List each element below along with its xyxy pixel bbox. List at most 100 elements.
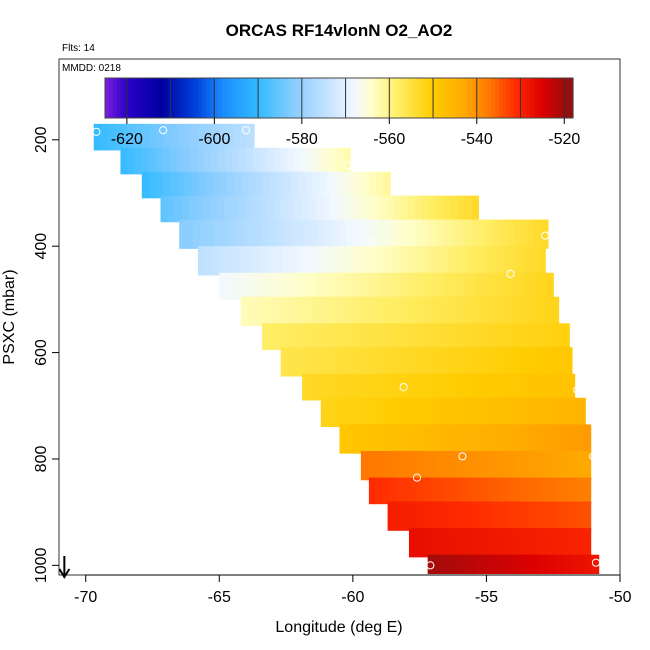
heat-cell-row13	[458, 451, 466, 480]
heat-cell-row6	[219, 273, 227, 300]
colorbar-segment	[335, 78, 340, 118]
colorbar-segment	[499, 78, 504, 118]
heat-cell-row12	[388, 424, 396, 453]
heat-cell-row12	[465, 424, 473, 453]
colorbar-segment	[534, 78, 539, 118]
heat-cell-row5	[427, 246, 435, 275]
heat-cell-row9	[308, 347, 316, 376]
heat-cell-row10	[533, 374, 541, 401]
heat-cell-row2	[376, 172, 384, 199]
heat-cell-row5	[219, 246, 227, 275]
heat-cell-row3	[288, 196, 296, 223]
heat-cell-row5	[469, 246, 477, 275]
heat-cell-row11	[488, 398, 496, 427]
heat-cell-row12	[542, 424, 550, 453]
heat-cell-row7	[523, 297, 531, 326]
heat-cell-row5	[281, 246, 289, 275]
heat-cell-row17	[527, 555, 535, 574]
heat-cell-row5	[358, 246, 366, 275]
heat-cell-row4	[437, 220, 445, 249]
heat-cell-row11	[335, 398, 343, 427]
heat-cell-row6	[393, 273, 401, 300]
colorbar-segment	[261, 78, 266, 118]
heat-cell-row16	[458, 528, 466, 557]
heat-cell-row13	[563, 451, 571, 480]
heat-cell-row11	[404, 398, 412, 427]
heat-cell-row3	[408, 196, 416, 223]
heat-cell-row7	[453, 297, 461, 326]
heat-cell-row8	[283, 323, 291, 350]
heat-cell-row5	[483, 246, 491, 275]
heat-cell-row4	[464, 220, 472, 249]
heat-cell-row11	[356, 398, 364, 427]
heat-cell-row3	[281, 196, 289, 223]
heat-cell-row7	[410, 297, 418, 326]
heat-cell-row2	[333, 172, 341, 199]
colorbar-segment	[515, 78, 520, 118]
heat-cell-row5	[337, 246, 345, 275]
heat-cell-row4	[513, 220, 521, 249]
heat-cell-row17	[449, 555, 457, 574]
heat-cell-row3	[203, 196, 211, 223]
heat-cell-row6	[518, 273, 526, 300]
heat-cell-row10	[470, 374, 478, 401]
heat-cell-row14	[577, 478, 585, 505]
y-tick-label: 1000	[33, 547, 50, 583]
heat-cell-row14	[494, 478, 502, 505]
heat-cell-row1	[288, 148, 296, 175]
colorbar-segment	[378, 78, 383, 118]
heat-cell-row15	[563, 502, 571, 531]
heat-cell-row8	[541, 323, 549, 350]
heat-cell-row10	[547, 374, 555, 401]
heat-cell-row5	[247, 246, 255, 275]
heat-cell-row2	[383, 172, 391, 199]
heat-cell-row0	[233, 124, 241, 151]
heat-cell-row11	[557, 398, 565, 427]
heat-cell-row11	[446, 398, 454, 427]
heat-cell-row11	[425, 398, 433, 427]
heat-cell-row13	[472, 451, 480, 480]
heat-cell-row12	[563, 424, 571, 453]
colorbar-segment	[136, 78, 141, 118]
heat-cell-row4	[346, 220, 354, 249]
colorbar-segment	[253, 78, 258, 118]
heat-cell-row8	[332, 323, 340, 350]
y-tick-label: 800	[33, 446, 50, 473]
heat-cell-row13	[382, 451, 390, 480]
heat-cell-row4	[423, 220, 431, 249]
heat-cell-row3	[168, 196, 176, 223]
heat-cell-row2	[142, 172, 150, 199]
heat-cell-row5	[448, 246, 456, 275]
heat-cell-row9	[357, 347, 365, 376]
colorbar-tick-label: -600	[198, 131, 230, 148]
heat-cell-row17	[506, 555, 514, 574]
colorbar-segment	[370, 78, 375, 118]
heat-cell-row10	[526, 374, 534, 401]
heat-cell-row8	[339, 323, 347, 350]
colorbar-segment	[479, 78, 484, 118]
heat-cell-row5	[260, 246, 268, 275]
heat-cell-row17	[463, 555, 471, 574]
heat-cell-row5	[288, 246, 296, 275]
heat-cell-row3	[464, 196, 472, 223]
heat-cell-row2	[262, 172, 270, 199]
heat-cell-row16	[528, 528, 536, 557]
heat-cell-row3	[182, 196, 190, 223]
heat-cell-row2	[270, 172, 278, 199]
heat-cell-row1	[246, 148, 254, 175]
heat-cell-row4	[450, 220, 458, 249]
heat-cell-row2	[312, 172, 320, 199]
heat-cell-row6	[456, 273, 464, 300]
heat-cell-row13	[451, 451, 459, 480]
heat-cell-row2	[362, 172, 370, 199]
heat-cell-row17	[470, 555, 478, 574]
heat-cell-row14	[369, 478, 377, 505]
colorbar-segment	[296, 78, 301, 118]
heat-cell-row14	[397, 478, 405, 505]
colorbar-segment	[557, 78, 562, 118]
heat-cell-row1	[204, 148, 212, 175]
heat-cell-row7	[304, 297, 312, 326]
heat-cell-row11	[328, 398, 336, 427]
heat-cell-row13	[570, 451, 578, 480]
heat-cell-row16	[437, 528, 445, 557]
